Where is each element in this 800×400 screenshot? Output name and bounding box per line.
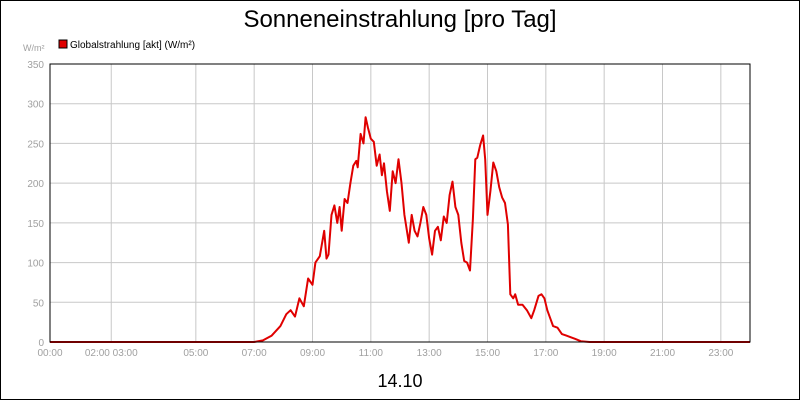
y-tick-label: 0 <box>38 338 44 349</box>
x-tick-label: 11:00 <box>359 348 384 359</box>
legend-swatch <box>58 39 68 49</box>
legend-label: Globalstrahlung [akt] (W/m²) <box>70 40 195 51</box>
x-tick-label: 23:00 <box>708 348 733 359</box>
x-tick-label: 17:00 <box>533 348 558 359</box>
x-tick-label: 21:00 <box>650 348 675 359</box>
x-axis-date-label: 14.10 <box>377 371 422 391</box>
x-tick-label: 13:00 <box>417 348 442 359</box>
x-tick-labels: 00:00 02:00 03:00 05:00 07:00 09:00 11:00 13:0… <box>37 348 733 359</box>
x-tick-label: 09:00 <box>300 348 325 359</box>
y-tick-label: 100 <box>27 259 44 270</box>
y-tick-label: 200 <box>27 179 44 190</box>
plot-area-border <box>49 63 751 343</box>
series-layer <box>50 116 750 343</box>
y-tick-label: 150 <box>27 219 44 230</box>
x-tick-label: 05:00 <box>183 348 208 359</box>
x-tick-label: 00:00 <box>37 348 62 359</box>
y-axis-unit-label: W/m² <box>23 43 45 53</box>
x-tick-label: 07:00 <box>242 348 267 359</box>
y-tick-label: 300 <box>27 100 44 111</box>
grid-lines <box>49 63 750 343</box>
x-tick-label: 15:00 <box>475 348 500 359</box>
y-tick-label: 250 <box>27 139 44 150</box>
x-tick-label: 19:00 <box>592 348 617 359</box>
y-tick-labels: 0 50 100 150 200 250 300 350 <box>27 60 44 349</box>
y-tick-label: 350 <box>27 60 44 71</box>
series-line <box>50 116 750 343</box>
x-tick-label: 02:00 03:00 <box>85 348 138 359</box>
chart-title: Sonneneinstrahlung [pro Tag] <box>243 6 556 33</box>
y-tick-label: 50 <box>33 298 45 309</box>
